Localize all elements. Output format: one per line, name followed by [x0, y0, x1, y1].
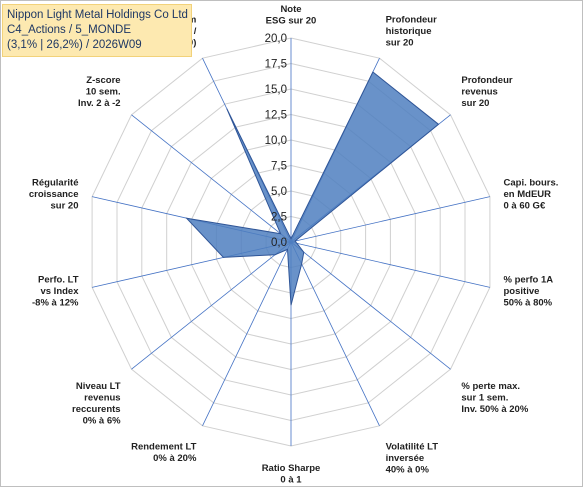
title-line-1: Nippon Light Metal Holdings Co Ltd: [7, 9, 188, 21]
tick-label-1: 2,5: [271, 212, 287, 224]
tick-label-2: 5,0: [271, 186, 287, 198]
spoke-4: [290, 241, 490, 288]
tick-label-8: 20,0: [265, 33, 287, 45]
spoke-8: [202, 241, 292, 426]
title-line-3: (3,1% | 26,2%) / 2026W09: [7, 39, 142, 51]
axis-label-11: Régularité croissance sur 20: [29, 177, 79, 211]
spoke-5: [290, 241, 451, 370]
tick-label-7: 17,5: [265, 59, 287, 71]
axis-label-9: Niveau LT revenus reccurents 0% à 6%: [72, 381, 121, 427]
axis-label-10: Perfo. LT vs Index -8% à 12%: [32, 275, 79, 309]
spoke-6: [290, 241, 380, 426]
axis-label-3: Capi. bours. en MdEUR 0 à 60 G€: [504, 177, 559, 211]
tick-label-3: 7,5: [271, 161, 287, 173]
spoke-3: [290, 196, 490, 243]
tick-label-4: 10,0: [265, 135, 287, 147]
spoke-9: [131, 241, 292, 370]
tick-label-5: 12,5: [265, 110, 287, 122]
series-area: [185, 71, 440, 306]
axis-label-5: % perte max. sur 1 sem. Inv. 50% à 20%: [461, 381, 528, 415]
tick-label-6: 15,0: [265, 84, 287, 96]
axis-label-2: Profondeur revenus sur 20: [461, 75, 512, 109]
axis-label-4: % perfo 1A positive 50% à 80%: [504, 275, 554, 309]
axis-label-7: Ratio Sharpe 0 à 1: [262, 463, 321, 486]
axis-label-8: Rendement LT 0% à 20%: [131, 442, 197, 465]
axis-label-6: Volatilité LT inversée 40% à 0%: [386, 442, 439, 476]
spoke-12: [131, 114, 292, 243]
radar-tick-labels: 0,0 2,5 5,0 7,5 10,0 12,5 15,0 17,5 20,0: [265, 33, 287, 249]
axis-label-1: Profondeur historique sur 20: [386, 14, 437, 48]
axis-label-0: Note ESG sur 20: [266, 4, 317, 27]
tick-label-0: 0,0: [271, 237, 287, 249]
radar-series: [185, 71, 440, 306]
axis-label-12: Z-score 10 sem. Inv. 2 à -2: [78, 75, 121, 109]
title-line-2: C4_Actions / 5_MONDE: [7, 24, 131, 36]
chart-title: Nippon Light Metal Holdings Co Ltd C4_Ac…: [2, 4, 192, 57]
